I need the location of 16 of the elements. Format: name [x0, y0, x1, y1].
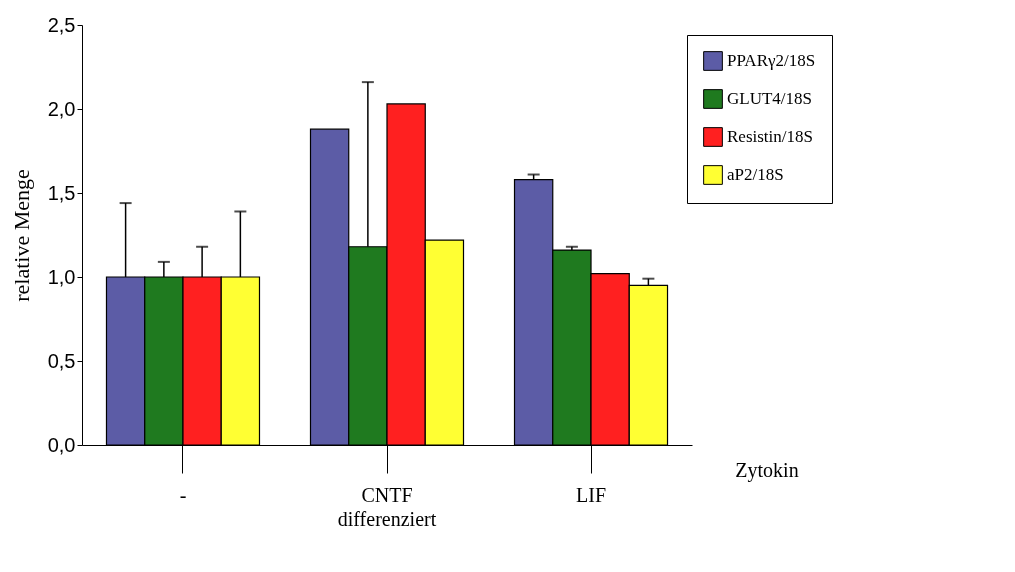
text: Zytokin: [735, 459, 799, 482]
legend-label: PPARγ2/18S: [727, 51, 816, 70]
y-tick-label: 0,0: [47, 433, 76, 456]
x-tick-label: LIF: [576, 483, 607, 506]
y-tick-label: 1,5: [47, 181, 76, 204]
x-tick-label: -: [179, 483, 187, 506]
text: differenziert: [337, 508, 437, 530]
y-axis-title: relative Menge: [8, 169, 34, 302]
legend-label: GLUT4/18S: [727, 89, 812, 108]
legend-label: Resistin/18S: [727, 127, 813, 146]
y-tick-label: 2,5: [47, 13, 76, 36]
y-tick-label: 1,0: [47, 265, 76, 288]
legend-label: aP2/18S: [727, 165, 784, 184]
y-tick-label: 0,5: [47, 349, 76, 372]
y-tick-label: 2,0: [47, 97, 76, 120]
x-tick-label: CNTF: [361, 483, 413, 506]
